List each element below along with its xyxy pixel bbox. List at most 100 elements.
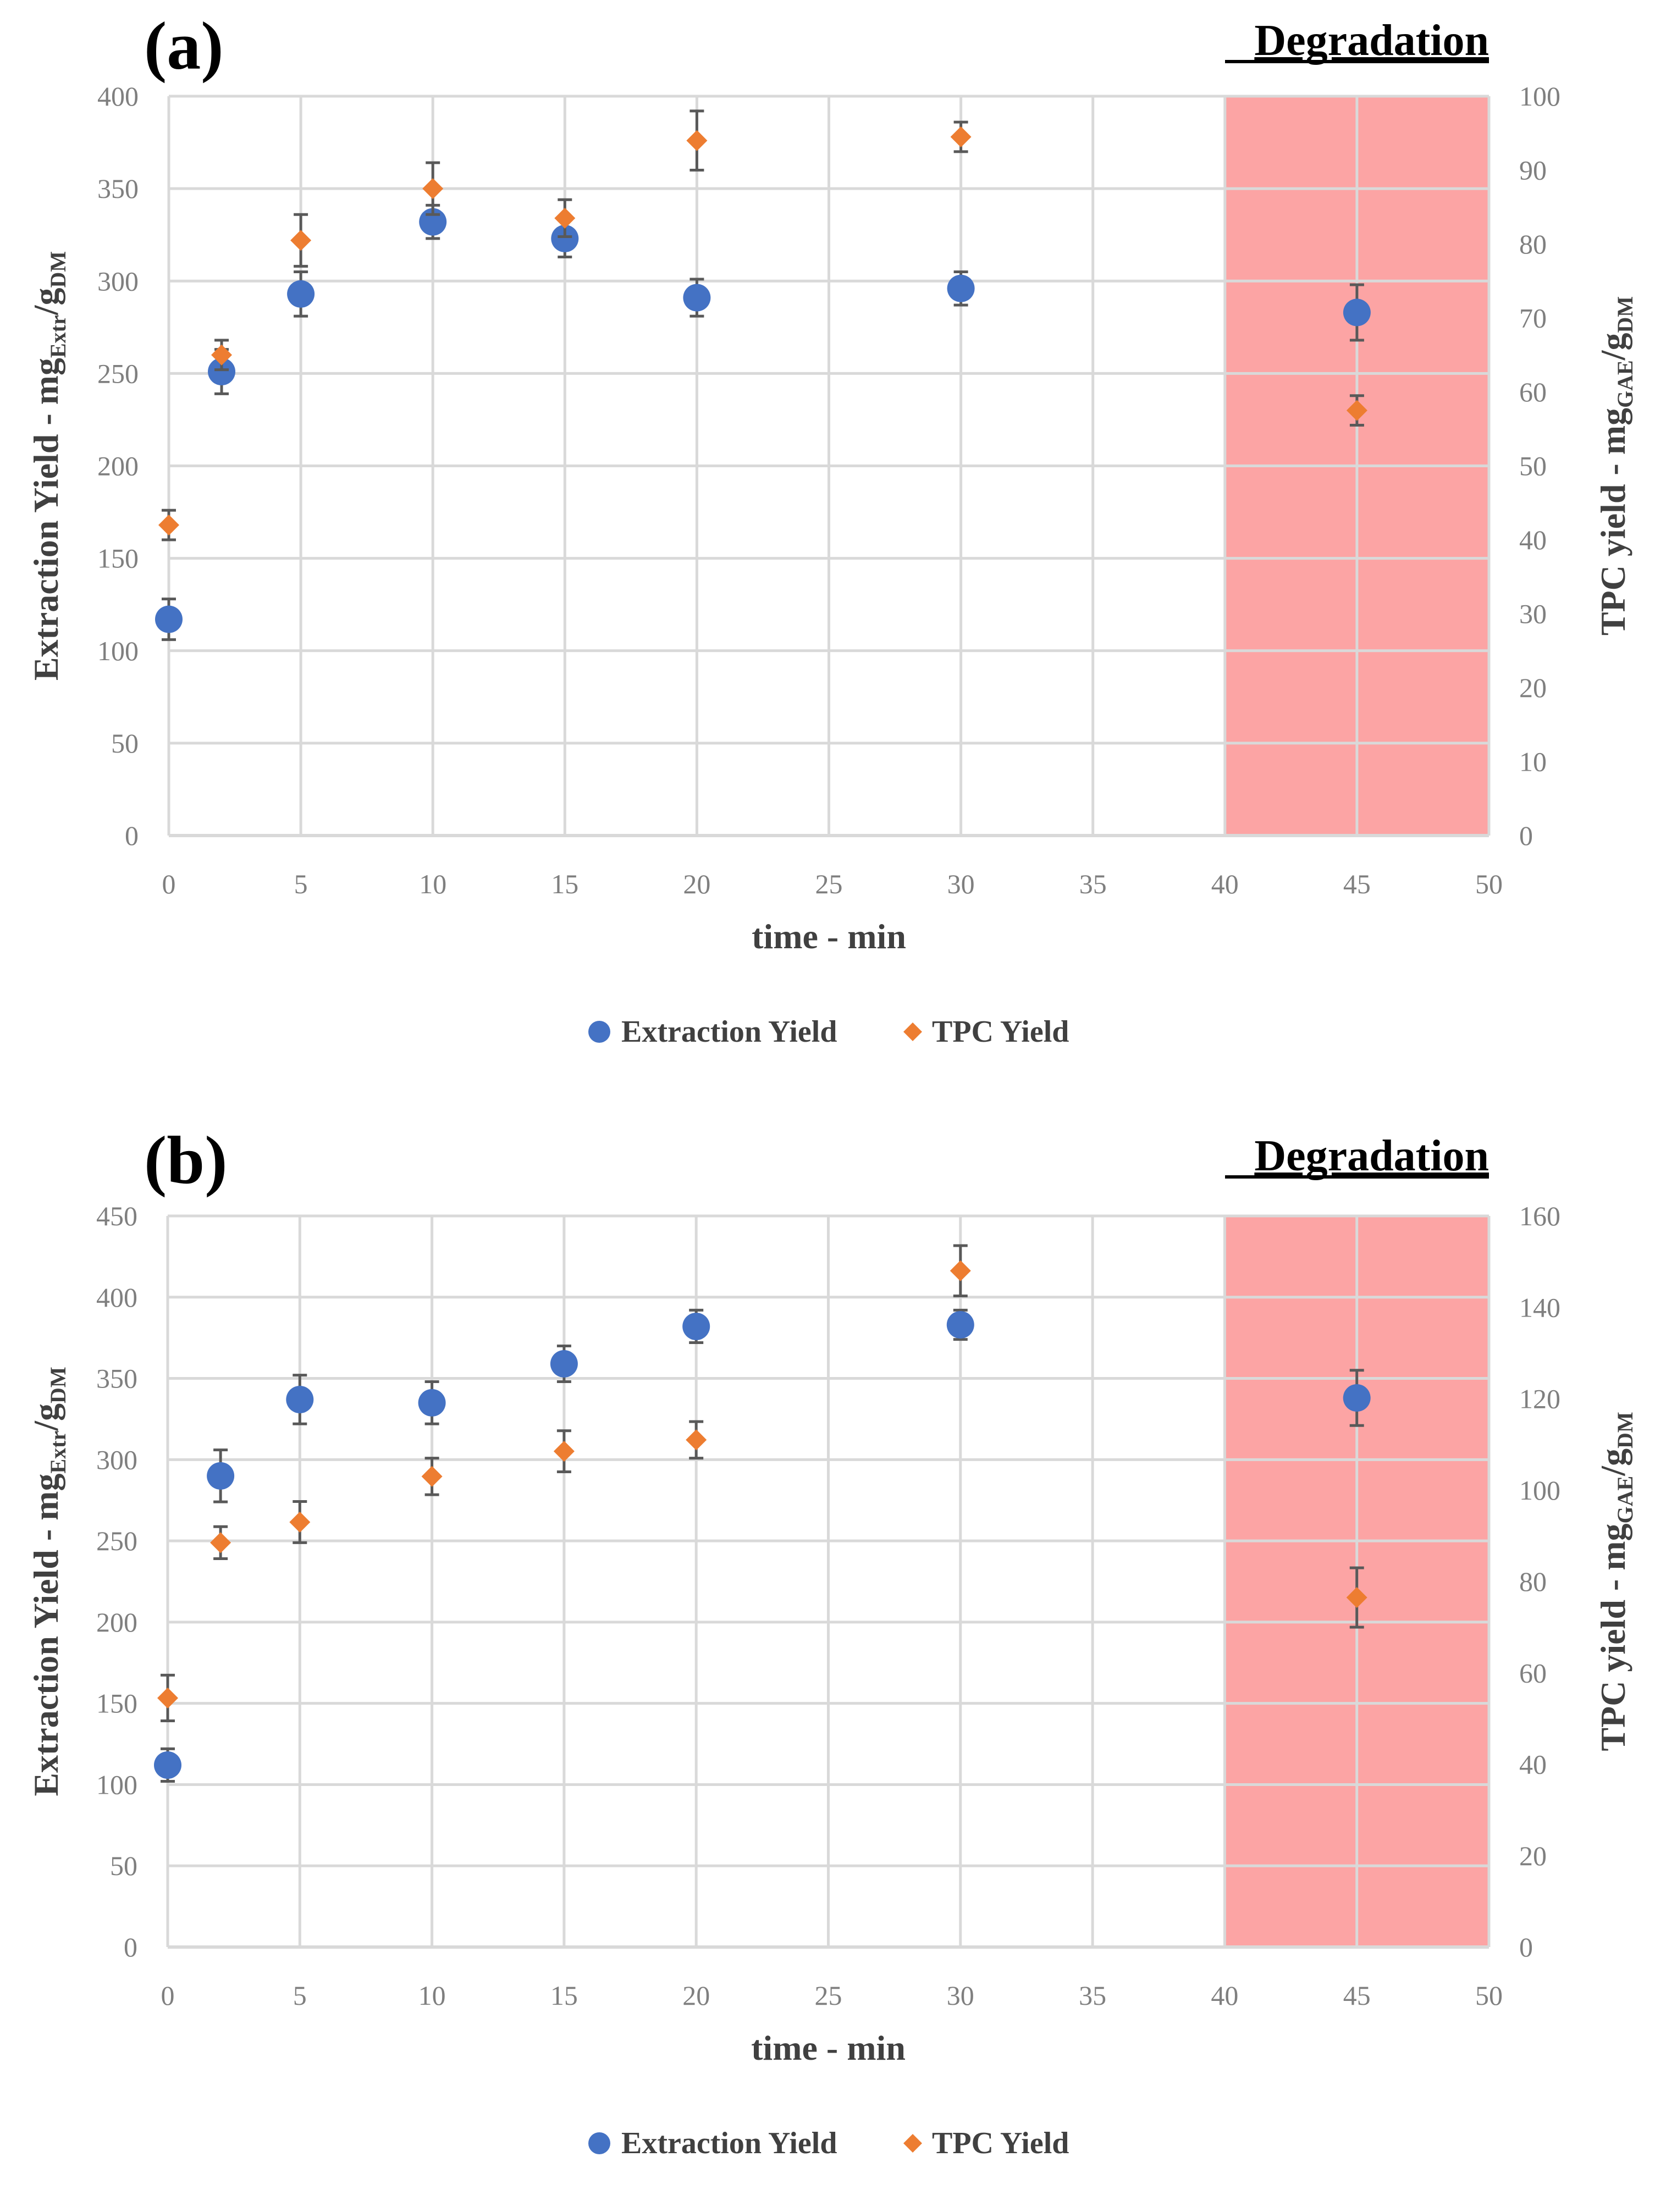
tpc-yield-point [290,230,312,251]
extraction-yield-point [155,605,183,633]
y-right-tick-label: 20 [1519,1840,1547,1871]
x-tick-label: 30 [947,1980,974,2011]
degradation-label: Degradation [1254,16,1489,65]
y-left-tick-label: 0 [125,820,139,851]
legend-marker-tpc [903,1022,922,1041]
y-right-tick-label: 90 [1519,155,1547,186]
tpc-yield-point [158,515,179,536]
x-tick-label: 5 [294,869,308,899]
y-right-title-mid: /g [1593,333,1632,361]
y-left-title-sub2: DM [46,251,70,288]
y-right-tick-label: 160 [1519,1201,1560,1231]
tpc-yield-point [157,1687,178,1708]
tpc-yield-point [686,130,708,151]
x-tick-label: 25 [815,1980,842,2011]
legend-marker-tpc [903,2134,922,2153]
legend-marker-extraction [588,1021,610,1043]
extraction-yield-point [682,1312,710,1340]
extraction-yield-point [154,1751,181,1779]
y-left-tick-label: 350 [96,1363,137,1394]
y-right-axis-title: TPC yield - mgGAE/gDM [1593,1412,1637,1751]
y-right-tick-label: 40 [1519,1749,1547,1780]
y-right-tick-label: 80 [1519,229,1547,259]
y-right-title-main: TPC yield - mg [1593,408,1632,635]
y-left-title-sub1: Extr [46,315,70,358]
x-tick-label: 45 [1343,1980,1371,2011]
chart-panel-a: 0 50 100 150 200 250 300 350 400 0 5 10 15 20 25 30 35 40… [26,8,1637,1049]
x-tick-label: 10 [418,1980,446,2011]
y-right-tick-label: 60 [1519,1657,1547,1688]
y-left-title-main: Extraction Yield - mg [26,358,65,681]
y-left-tick-label: 350 [97,173,139,204]
tpc-yield-point [421,1466,443,1487]
tpc-yield-point [1346,1587,1367,1608]
tpc-yield-point [950,126,972,147]
extraction-yield-point [286,1385,314,1413]
extraction-yield-point [946,1311,974,1339]
legend-label-extraction: Extraction Yield [621,2126,837,2160]
y-right-tick-label: 40 [1519,524,1547,555]
y-left-title-mid: /g [26,287,65,316]
tpc-yield-point [1346,400,1367,421]
tpc-yield-point [950,1260,971,1281]
extraction-yield-point [287,280,315,308]
y-left-tick-label: 300 [96,1444,137,1475]
y-right-tick-label: 70 [1519,303,1547,334]
tpc-yield-point [554,207,576,229]
y-left-tick-label: 50 [110,1850,137,1881]
tpc-yield-point [422,178,444,200]
extraction-yield-point [683,284,711,312]
x-tick-label: 20 [682,1980,710,2011]
y-left-tick-label: 100 [97,635,139,666]
y-left-tick-label: 400 [96,1282,137,1313]
x-tick-label: 50 [1475,1980,1503,2011]
x-axis-title: time - min [751,2028,906,2067]
extraction-yield-point [1343,1384,1371,1412]
x-tick-label: 30 [947,869,975,899]
y-right-title-sub2: DM [1613,1412,1637,1448]
legend-label-tpc: TPC Yield [932,1015,1069,1049]
legend-label-extraction: Extraction Yield [621,1015,837,1049]
y-right-title-mid: /g [1593,1448,1632,1476]
y-left-tick-label: 50 [111,728,139,759]
x-tick-label: 40 [1211,1980,1238,2011]
x-tick-label: 0 [161,1980,175,2011]
extraction-yield-point [551,224,579,252]
x-tick-label: 50 [1475,869,1503,899]
y-right-title-sub2: DM [1613,296,1637,333]
y-left-title-sub1: Extr [46,1431,70,1474]
degradation-label: Degradation [1254,1132,1489,1180]
y-left-tick-label: 200 [96,1607,137,1638]
legend-label-tpc: TPC Yield [932,2126,1069,2160]
y-right-tick-label: 30 [1519,599,1547,629]
tpc-yield-point [553,1441,575,1462]
chart-panel-b: 0 50 100 150 200 250 300 350 400 450 0 5 10 15 20 25 30 3… [0,1106,1666,2212]
y-right-tick-label: 20 [1519,672,1547,703]
y-right-tick-label: 100 [1519,81,1560,112]
y-left-title-mid: /g [26,1403,65,1431]
y-left-tick-label: 0 [124,1932,137,1962]
extraction-yield-point [418,1389,446,1417]
x-tick-label: 0 [162,869,176,899]
y-left-tick-label: 300 [97,266,139,296]
y-left-tick-label: 450 [96,1201,137,1231]
x-tick-label: 10 [419,869,446,899]
y-right-tick-label: 50 [1519,451,1547,482]
y-right-tick-label: 10 [1519,746,1547,777]
y-left-title-main: Extraction Yield - mg [26,1474,65,1796]
y-left-tick-label: 150 [96,1688,137,1719]
y-left-tick-label: 400 [97,81,139,112]
tpc-yield-point [289,1511,311,1533]
y-left-tick-label: 250 [97,358,139,389]
extraction-yield-point [208,358,236,386]
extraction-yield-point [1343,298,1371,327]
tpc-yield-point [210,1532,231,1553]
x-tick-label: 25 [815,869,843,899]
y-left-tick-label: 200 [97,451,139,482]
x-tick-label: 15 [551,869,578,899]
y-left-title-sub2: DM [46,1367,70,1403]
y-right-tick-label: 100 [1519,1475,1560,1506]
y-right-axis-title: TPC yield - mgGAE/gDM [1593,296,1637,635]
